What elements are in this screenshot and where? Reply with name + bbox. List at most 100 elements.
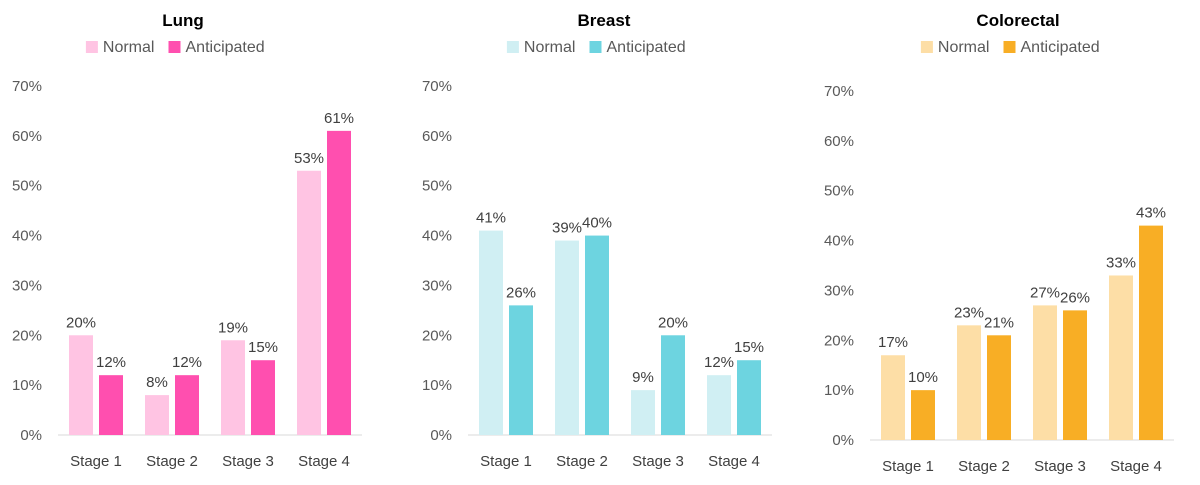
bar-anticipated [175,375,199,435]
y-tick-label: 40% [12,228,42,245]
y-tick-label: 30% [12,277,42,294]
bar-anticipated [1139,225,1163,440]
bar-normal [631,390,655,435]
data-label: 26% [506,284,536,301]
data-label: 27% [1030,284,1060,301]
data-label: 61% [324,110,354,127]
bar-normal [297,170,321,435]
y-tick-label: 40% [422,228,452,245]
legend-swatch-anticipated [589,41,602,53]
y-tick-label: 50% [12,178,42,195]
legend-swatch-anticipated [168,41,181,53]
data-label: 17% [878,334,908,351]
chart-lung: Lung Normal Anticipated 0% 10% 20% 30% 40% 50% 60… [12,11,362,470]
x-category-label: Stage 1 [480,453,532,470]
chart-title: Lung [162,11,204,30]
legend-swatch-normal [85,41,98,53]
bar-normal [707,375,731,435]
y-tick-label: 30% [422,277,452,294]
bar-anticipated [987,335,1011,440]
x-category-label: Stage 2 [556,453,608,470]
data-label: 8% [146,374,168,391]
data-label: 43% [1136,205,1166,222]
data-label: 40% [582,215,612,232]
legend-label-normal: Normal [103,39,155,56]
data-label: 15% [734,339,764,356]
bar-normal [221,340,245,435]
data-label: 15% [248,339,278,356]
data-label: 41% [476,210,506,227]
bar-anticipated [327,130,351,435]
y-tick-label: 60% [824,133,854,150]
y-tick-label: 10% [422,377,452,394]
bar-anticipated [911,390,935,440]
y-tick-label: 10% [12,377,42,394]
y-tick-label: 40% [824,233,854,250]
y-tick-label: 60% [12,128,42,145]
data-label: 9% [632,369,654,386]
data-label: 26% [1060,289,1090,306]
legend-label-normal: Normal [938,39,990,56]
data-label: 53% [294,150,324,167]
y-tick-label: 0% [430,427,452,444]
data-label: 39% [552,220,582,237]
data-label: 23% [954,304,984,321]
y-tick-label: 30% [824,282,854,299]
x-category-label: Stage 3 [222,453,274,470]
bar-anticipated [1063,310,1087,440]
bar-normal [1033,305,1057,440]
legend-label-anticipated: Anticipated [186,39,265,56]
bar-anticipated [737,360,761,435]
x-category-label: Stage 2 [146,453,198,470]
data-label: 20% [66,314,96,331]
bar-anticipated [99,375,123,435]
bar-normal [957,325,981,440]
bar-anticipated [509,305,533,435]
data-label: 33% [1106,254,1136,271]
y-tick-label: 0% [832,432,854,449]
bar-normal [145,395,169,435]
bar-anticipated [251,360,275,435]
data-label: 12% [704,354,734,371]
bar-normal [881,355,905,440]
y-tick-label: 70% [422,78,452,95]
y-tick-label: 70% [12,78,42,95]
bar-normal [1109,275,1133,440]
y-tick-label: 20% [824,332,854,349]
x-category-label: Stage 4 [298,453,350,470]
data-label: 21% [984,314,1014,331]
y-tick-label: 10% [824,382,854,399]
data-label: 12% [96,354,126,371]
y-tick-label: 70% [824,83,854,100]
legend-label-anticipated: Anticipated [607,39,686,56]
y-tick-label: 20% [12,327,42,344]
data-label: 12% [172,354,202,371]
data-label: 20% [658,314,688,331]
y-tick-label: 20% [422,327,452,344]
legend-label-normal: Normal [524,39,576,56]
y-tick-label: 50% [422,178,452,195]
y-tick-label: 60% [422,128,452,145]
chart-title: Colorectal [976,11,1059,30]
y-tick-label: 0% [20,427,42,444]
legend-swatch-normal [920,41,933,53]
data-label: 19% [218,319,248,336]
data-label: 10% [908,369,938,386]
legend-label-anticipated: Anticipated [1021,39,1100,56]
legend-swatch-anticipated [1003,41,1016,53]
bar-normal [69,335,93,435]
x-category-label: Stage 3 [632,453,684,470]
x-category-label: Stage 4 [708,453,760,470]
bar-normal [555,240,579,435]
bar-anticipated [661,335,685,435]
x-category-label: Stage 1 [882,458,934,475]
bar-normal [479,230,503,435]
bar-anticipated [585,235,609,435]
legend-swatch-normal [506,41,519,53]
x-category-label: Stage 2 [958,458,1010,475]
chart-title: Breast [578,11,631,30]
x-category-label: Stage 4 [1110,458,1162,475]
